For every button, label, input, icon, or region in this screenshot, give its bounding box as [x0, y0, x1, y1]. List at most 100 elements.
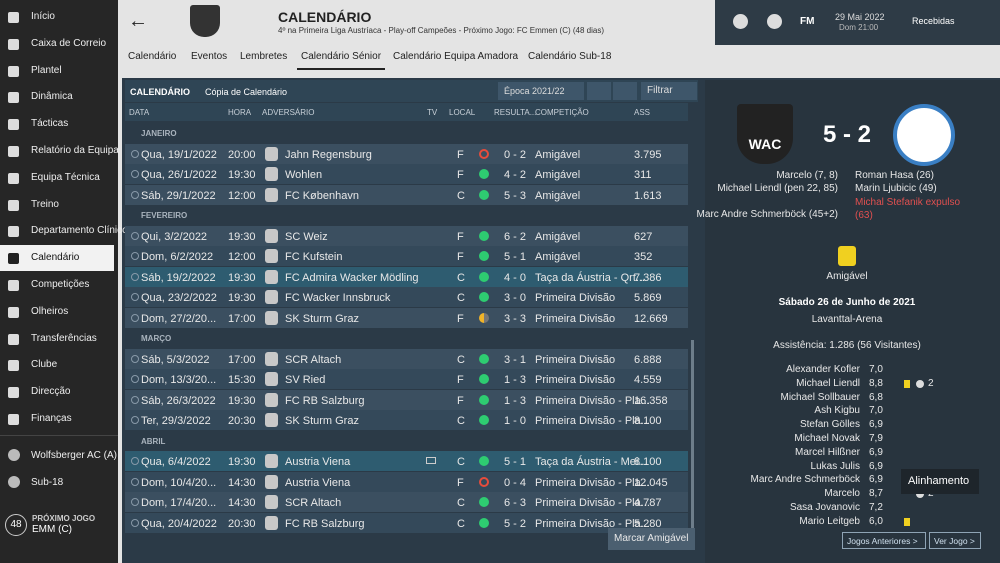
opponent[interactable]: FC Admira Wacker Mödling — [285, 271, 419, 284]
player-name[interactable]: Marcel Hilßner — [794, 446, 860, 458]
nav-item[interactable]: Competições — [31, 279, 90, 290]
home-crest: WAC — [737, 104, 793, 164]
opponent[interactable]: Austria Viena — [285, 456, 351, 468]
player-name[interactable]: Lukas Julis — [810, 460, 860, 472]
nav-item[interactable]: Caixa de Correio — [31, 37, 107, 49]
tab[interactable]: Calendário — [128, 51, 177, 62]
nav-item[interactable]: Tácticas — [31, 118, 69, 130]
subtitle: 4º na Primeira Liga Austríaca - Play-off… — [278, 26, 605, 35]
view-match-btn[interactable]: Ver Jogo > — [929, 532, 981, 549]
inbox[interactable]: Recebidas — [912, 16, 955, 26]
venue: F — [457, 394, 464, 407]
column-header[interactable]: ASS — [634, 108, 651, 117]
crest — [265, 146, 278, 161]
player-name[interactable]: Michael Liendl — [796, 377, 860, 389]
player-name[interactable]: Michael Sollbauer — [780, 391, 861, 403]
nav-item[interactable]: Treino — [31, 198, 59, 210]
opponent[interactable]: SCR Altach — [285, 353, 342, 366]
separator — [0, 435, 118, 436]
opponent[interactable]: Wohlen — [285, 169, 323, 181]
club-item[interactable]: Sub-18 — [31, 477, 64, 488]
venue: C — [457, 517, 465, 530]
opponent[interactable]: SK Sturm Graz — [285, 415, 359, 427]
attendance: 4.559 — [634, 374, 662, 386]
attendance: 3.795 — [634, 148, 662, 161]
top-bar — [715, 0, 1000, 45]
nav-icon — [8, 280, 19, 291]
nav-item[interactable]: Início — [31, 11, 55, 22]
nav-item[interactable]: Transferências — [31, 332, 97, 344]
season-select[interactable]: Época 2021/22 — [498, 82, 584, 100]
player-name[interactable]: Marcelo — [824, 488, 860, 500]
attendance: Assistência: 1.286 (56 Visitantes) — [773, 340, 921, 351]
column-header[interactable]: TV — [427, 108, 438, 117]
opponent[interactable]: Austria Viena — [285, 476, 351, 489]
table-row[interactable] — [125, 225, 688, 246]
player-rating: 6,9 — [869, 474, 883, 486]
prev-matches-btn[interactable]: Jogos Anteriores > — [842, 532, 926, 549]
away-red: Michal Stefanik expulso (63) — [855, 197, 961, 221]
club-item[interactable]: Wolfsberger AC (A) — [31, 450, 117, 461]
filter-btn[interactable]: Filtrar — [641, 82, 697, 100]
column-header[interactable]: LOCAL — [449, 108, 476, 117]
opponent[interactable]: SCR Altach — [285, 497, 342, 509]
comp-logo — [838, 246, 856, 266]
tab[interactable]: Calendário Equipa Amadora — [393, 51, 519, 62]
nav-item[interactable]: Plantel — [31, 64, 62, 76]
nav-item[interactable]: Equipa Técnica — [31, 171, 100, 183]
column-header[interactable]: HORA — [228, 108, 252, 117]
nav-item[interactable]: Olheiros — [31, 305, 69, 317]
nav-item[interactable]: Finanças — [31, 413, 72, 424]
icon — [733, 14, 748, 29]
opponent[interactable]: SC Weiz — [285, 230, 328, 243]
opponent[interactable]: FC Kufstein — [285, 251, 343, 263]
tab[interactable]: Eventos — [191, 51, 228, 62]
opponent[interactable]: SV Ried — [285, 374, 326, 386]
nav-item[interactable]: Departamento Clínico — [31, 225, 128, 237]
tab[interactable]: Lembretes — [240, 51, 288, 62]
friendly-btn[interactable]: Marcar Amigável — [608, 528, 695, 550]
crest — [265, 269, 278, 284]
opponent[interactable]: FC København — [285, 189, 359, 202]
column-header[interactable]: DATA — [129, 108, 150, 117]
nav-item[interactable]: Direcção — [31, 386, 71, 398]
opponent[interactable]: SK Sturm Graz — [285, 312, 359, 325]
player-name[interactable]: Sasa Jovanovic — [789, 502, 860, 513]
player-name[interactable]: Marc Andre Schmerböck — [750, 474, 861, 486]
player-name[interactable]: Ash Kigbu — [814, 405, 860, 417]
opponent[interactable]: FC RB Salzburg — [285, 394, 365, 407]
date: Qua, 23/2/2022 — [141, 292, 217, 304]
result: 4 - 0 — [504, 271, 527, 284]
player-name[interactable]: Mario Leitgeb — [799, 515, 860, 527]
view-select[interactable]: Cópia de Calendário — [205, 87, 288, 97]
player-name[interactable]: Stefan Gölles — [799, 419, 860, 431]
opponent[interactable]: Jahn Regensburg — [285, 148, 372, 161]
help-icon — [767, 14, 782, 29]
player-rating: 8,8 — [869, 377, 883, 389]
player-rating: 7,0 — [869, 405, 883, 417]
tab[interactable]: Calendário Sub-18 — [528, 51, 612, 62]
opponent[interactable]: FC RB Salzburg — [285, 517, 365, 530]
player-rating: 7,0 — [869, 364, 883, 375]
nav-item[interactable]: Dinâmica — [31, 91, 73, 103]
player-name[interactable]: Michael Novak — [794, 433, 860, 444]
next-label: PRÓXIMO JOGO — [32, 514, 96, 523]
date: Sáb, 5/3/2022 — [141, 353, 210, 366]
column-header[interactable]: RESULTA... — [494, 108, 537, 117]
crest — [265, 290, 278, 304]
venue: C — [457, 456, 465, 468]
club-crest — [190, 5, 220, 37]
player-rating: 6,9 — [869, 460, 883, 472]
nav-item[interactable]: Relatório da Equipa — [31, 145, 119, 156]
competition: Primeira Divisão - Pla... — [535, 415, 650, 427]
time: Dom 21:00 — [839, 23, 879, 32]
column-header[interactable]: COMPETIÇÃO — [535, 108, 589, 117]
outcome-icon — [479, 353, 489, 364]
competition: Primeira Divisão — [535, 374, 616, 386]
nav-item[interactable]: Clube — [31, 359, 58, 371]
nav-item[interactable]: Calendário — [31, 252, 80, 264]
column-header[interactable]: ADVERSÁRIO — [262, 108, 315, 117]
tab[interactable]: Calendário Sénior — [301, 51, 382, 62]
opponent[interactable]: FC Wacker Innsbruck — [285, 292, 391, 304]
player-name[interactable]: Alexander Kofler — [786, 364, 860, 375]
